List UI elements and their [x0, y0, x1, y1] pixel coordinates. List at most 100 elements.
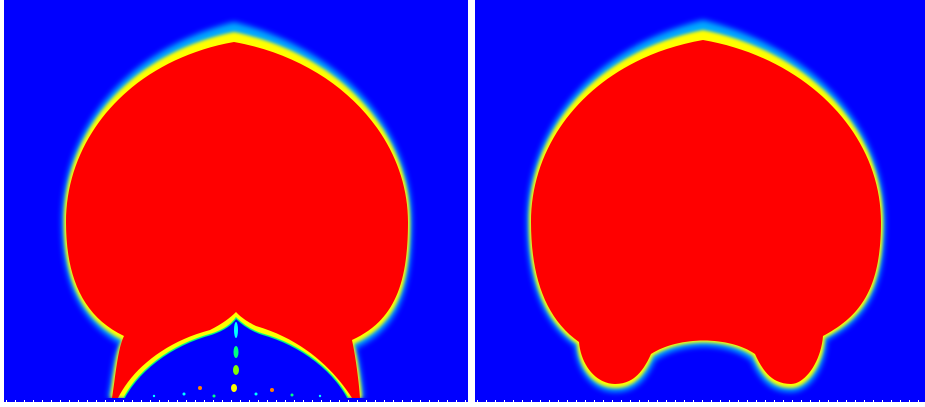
grid-tick — [303, 400, 304, 402]
grid-tick — [720, 400, 721, 402]
grid-tick — [213, 400, 214, 402]
grid-tick — [684, 400, 685, 402]
grid-tick — [150, 400, 151, 402]
grid-tick — [531, 400, 532, 402]
grid-tick — [51, 400, 52, 402]
grid-tick — [429, 400, 430, 402]
grid-tick — [864, 400, 865, 402]
grid-tick — [222, 400, 223, 402]
grid-tick — [774, 400, 775, 402]
grid-tick — [78, 400, 79, 402]
grid-tick — [33, 400, 34, 402]
grid-tick — [114, 400, 115, 402]
grid-tick — [873, 400, 874, 402]
grid-tick — [900, 400, 901, 402]
grid-tick — [258, 400, 259, 402]
grid-tick — [621, 400, 622, 402]
grid-tick — [891, 400, 892, 402]
grid-tick — [630, 400, 631, 402]
grid-tick — [321, 400, 322, 402]
grid-tick — [69, 400, 70, 402]
grid-tick — [549, 400, 550, 402]
grid-tick — [477, 400, 478, 402]
grid-tick — [504, 400, 505, 402]
grid-tick — [783, 400, 784, 402]
grid-tick — [186, 400, 187, 402]
grid-tick — [132, 400, 133, 402]
grid-tick — [846, 400, 847, 402]
grid-tick — [801, 400, 802, 402]
grid-tick — [312, 400, 313, 402]
grid-tick — [141, 400, 142, 402]
grid-tick — [558, 400, 559, 402]
grid-tick — [276, 400, 277, 402]
grid-tick — [357, 400, 358, 402]
grid-tick — [375, 400, 376, 402]
grid-tick — [828, 400, 829, 402]
grid-tick — [456, 400, 457, 402]
grid-tick — [639, 400, 640, 402]
grid-tick — [249, 400, 250, 402]
grid-tick — [168, 400, 169, 402]
bubble-contour-plot-right — [475, 0, 925, 402]
grid-tick — [819, 400, 820, 402]
grid-tick — [231, 400, 232, 402]
jet-specks-left — [152, 322, 322, 398]
grid-tick — [348, 400, 349, 402]
grid-tick — [594, 400, 595, 402]
grid-tick — [810, 400, 811, 402]
grid-tick — [576, 400, 577, 402]
grid-tick — [411, 400, 412, 402]
grid-tick — [918, 400, 919, 402]
grid-tick — [738, 400, 739, 402]
grid-tick — [438, 400, 439, 402]
grid-tick — [657, 400, 658, 402]
grid-tick — [402, 400, 403, 402]
grid-tick — [123, 400, 124, 402]
grid-tick — [330, 400, 331, 402]
grid-tick — [612, 400, 613, 402]
grid-tick — [159, 400, 160, 402]
grid-tick — [195, 400, 196, 402]
grid-tick — [15, 400, 16, 402]
grid-tick — [339, 400, 340, 402]
grid-tick — [747, 400, 748, 402]
grid-tick — [294, 400, 295, 402]
grid-tick — [285, 400, 286, 402]
grid-tick — [882, 400, 883, 402]
grid-tick — [540, 400, 541, 402]
grid-tick — [909, 400, 910, 402]
grid-tick — [447, 400, 448, 402]
bubble-body-left — [66, 42, 408, 398]
grid-tick — [765, 400, 766, 402]
grid-tick — [522, 400, 523, 402]
grid-tick — [603, 400, 604, 402]
grid-tick — [42, 400, 43, 402]
grid-tick — [420, 400, 421, 402]
grid-tick — [567, 400, 568, 402]
bubble-body-right — [531, 40, 881, 384]
bubble-contour-plot-left — [4, 0, 468, 402]
grid-tick — [366, 400, 367, 402]
grid-tick — [60, 400, 61, 402]
grid-tick — [585, 400, 586, 402]
grid-tick — [756, 400, 757, 402]
grid-tick — [6, 400, 7, 402]
grid-tick — [486, 400, 487, 402]
grid-tick — [675, 400, 676, 402]
grid-tick — [702, 400, 703, 402]
grid-tick — [837, 400, 838, 402]
grid-tick — [393, 400, 394, 402]
grid-tick — [729, 400, 730, 402]
grid-tick — [240, 400, 241, 402]
simulation-frame-right — [475, 0, 925, 402]
bottom-grid-ticks-right — [475, 398, 925, 402]
grid-tick — [384, 400, 385, 402]
grid-tick — [87, 400, 88, 402]
simulation-frame-left — [4, 0, 468, 402]
grid-tick — [96, 400, 97, 402]
grid-tick — [855, 400, 856, 402]
grid-tick — [204, 400, 205, 402]
grid-tick — [24, 400, 25, 402]
grid-tick — [666, 400, 667, 402]
